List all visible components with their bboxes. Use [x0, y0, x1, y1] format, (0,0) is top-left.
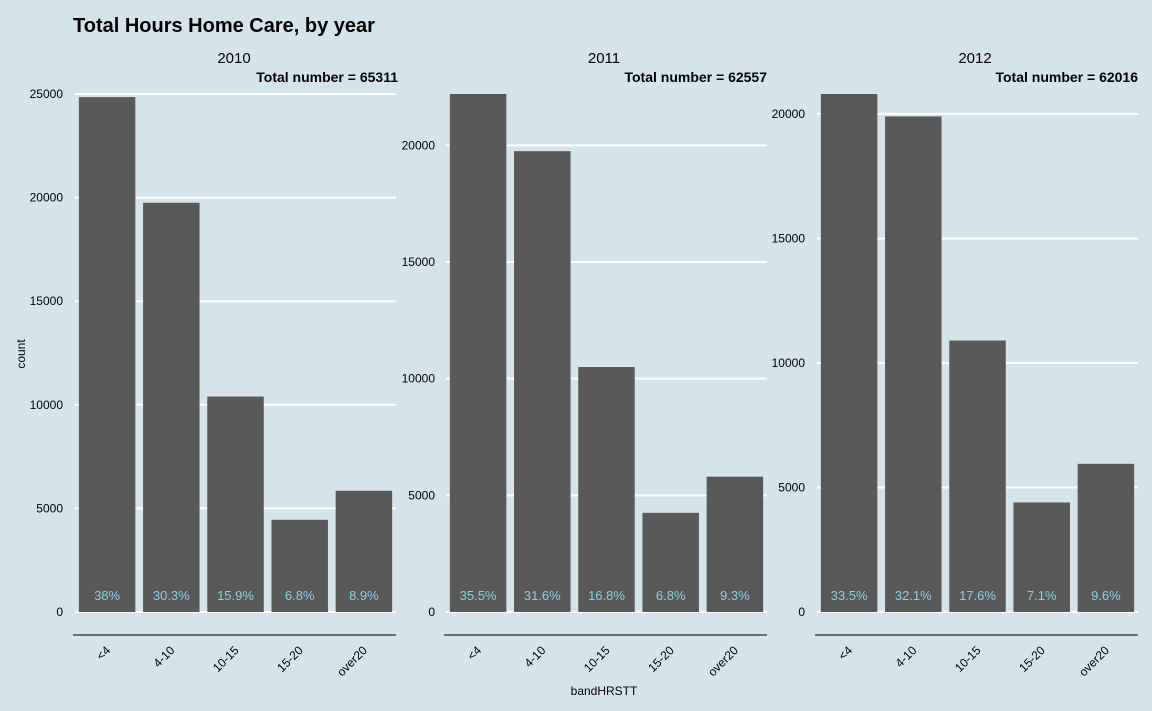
x-tick-label: 4-10	[151, 643, 178, 670]
y-tick-label: 0	[56, 605, 63, 619]
bar	[335, 490, 393, 612]
y-tick-label: 20000	[772, 107, 806, 121]
facet-2011: 2011 0 5000 10000 15000 20000 35.5% <4 31.6% 4-10…	[402, 50, 768, 679]
x-tick-label: 15-20	[1016, 643, 1048, 675]
percent-label: 7.1%	[1027, 588, 1057, 603]
percent-label: 9.3%	[720, 588, 750, 603]
bar	[642, 512, 699, 612]
y-tick-label: 10000	[772, 356, 806, 370]
percent-label: 16.8%	[588, 588, 625, 603]
chart-title: Total Hours Home Care, by year	[73, 15, 375, 37]
bar	[885, 116, 942, 613]
x-tick-label: <4	[836, 643, 856, 663]
y-tick-label: 5000	[36, 501, 63, 515]
percent-label: 32.1%	[895, 588, 932, 603]
facet-title: 2011	[588, 50, 620, 67]
percent-label: 35.5%	[460, 588, 497, 603]
percent-label: 38%	[94, 588, 120, 603]
y-tick-label: 10000	[402, 372, 436, 386]
x-tick-label: 10-15	[581, 643, 613, 675]
x-tick-label: 10-15	[210, 643, 242, 675]
percent-label: 31.6%	[524, 588, 561, 603]
y-tick-label: 0	[428, 605, 435, 619]
facet-2010: 2010 0 5000 10000 15000 20000 25000 38% <4 30.3% 4…	[30, 50, 399, 679]
x-tick-label: over20	[1076, 643, 1112, 679]
y-tick-label: 5000	[408, 488, 435, 502]
percent-label: 8.9%	[349, 588, 379, 603]
total-number-label: Total number = 62557	[624, 69, 767, 85]
bar	[449, 94, 507, 612]
percent-label: 30.3%	[153, 588, 190, 603]
y-tick-label: 20000	[402, 138, 436, 152]
y-tick-label: 15000	[30, 294, 64, 308]
bar	[706, 476, 764, 612]
y-tick-label: 15000	[402, 255, 436, 269]
x-tick-label: 15-20	[274, 643, 306, 675]
bar	[143, 202, 200, 612]
x-tick-label: 15-20	[645, 643, 677, 675]
x-axis-title: bandHRSTT	[571, 684, 638, 698]
bar	[78, 97, 136, 612]
total-number-label: Total number = 62016	[995, 69, 1138, 85]
bar	[578, 367, 635, 612]
percent-label: 15.9%	[217, 588, 254, 603]
bar	[207, 396, 264, 612]
x-tick-label: 4-10	[522, 643, 549, 670]
y-tick-label: 25000	[30, 87, 64, 101]
bar	[949, 340, 1006, 612]
facet-title: 2012	[958, 50, 991, 67]
bar	[820, 94, 878, 612]
bar	[271, 519, 328, 612]
x-tick-label: over20	[705, 643, 741, 679]
facet-2012: 2012 0 5000 10000 15000 20000 33.5% <4 32.1% 4-10…	[772, 50, 1139, 679]
y-tick-label: 20000	[30, 191, 64, 205]
y-tick-label: 15000	[772, 231, 806, 245]
percent-label: 6.8%	[285, 588, 315, 603]
y-tick-label: 10000	[30, 398, 64, 412]
bar	[1077, 463, 1135, 612]
bar	[514, 151, 571, 612]
x-tick-label: 10-15	[952, 643, 984, 675]
y-tick-label: 0	[798, 605, 805, 619]
x-tick-label: 4-10	[893, 643, 920, 670]
percent-label: 17.6%	[959, 588, 996, 603]
y-tick-label: 5000	[778, 480, 805, 494]
percent-label: 9.6%	[1091, 588, 1121, 603]
percent-label: 6.8%	[656, 588, 686, 603]
bar	[1013, 502, 1070, 612]
x-tick-label: <4	[94, 643, 114, 663]
x-tick-label: over20	[334, 643, 370, 679]
percent-label: 33.5%	[831, 588, 868, 603]
facets: 2010 0 5000 10000 15000 20000 25000 38% <4 30.3% 4…	[30, 50, 1139, 679]
x-tick-label: <4	[465, 643, 485, 663]
facet-title: 2010	[217, 50, 250, 67]
total-number-label: Total number = 65311	[256, 69, 398, 85]
y-axis-title: count	[14, 339, 28, 369]
